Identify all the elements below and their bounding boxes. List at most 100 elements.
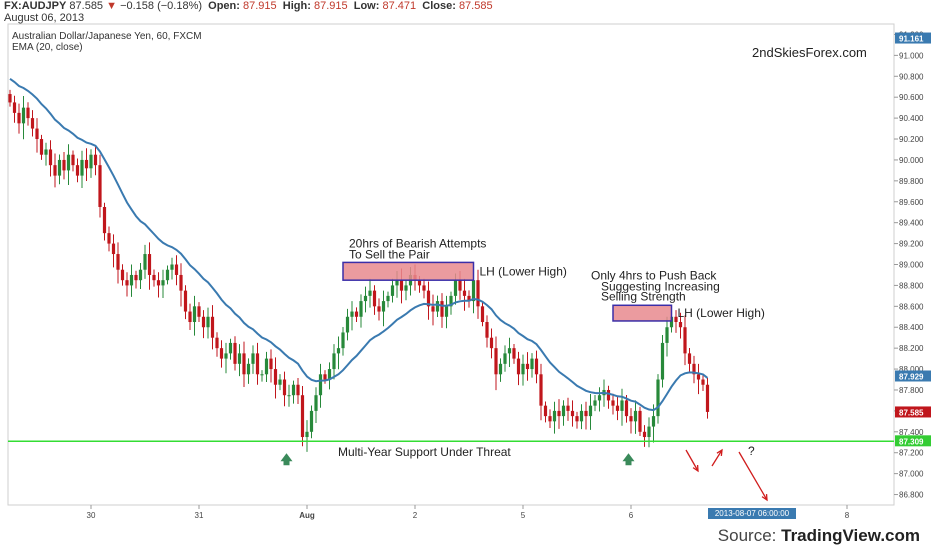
candle-up — [21, 107, 26, 124]
annotation-line: 20hrs of Bearish Attempts — [349, 236, 486, 250]
candle-up — [368, 290, 372, 296]
candle-up — [314, 395, 318, 411]
close-label: Close: — [422, 0, 456, 12]
x-tick-label: 8 — [845, 511, 850, 520]
annotation-line: Selling Strength — [601, 289, 686, 303]
ema-legend[interactable]: EMA (20, close) — [12, 42, 83, 53]
candle-down — [525, 363, 530, 370]
candle-down — [273, 369, 278, 385]
candle-up — [327, 369, 332, 380]
tradingview-logo[interactable]: TradingView.com — [781, 526, 920, 545]
x-tick-label: 30 — [87, 511, 96, 520]
candle-up — [521, 363, 525, 375]
y-tick-label: 88.000 — [899, 365, 924, 374]
high-value: 87.915 — [313, 0, 348, 12]
candle-down — [494, 348, 498, 375]
candle-down — [71, 154, 75, 166]
candle-up — [561, 405, 566, 417]
high-label: High: — [282, 0, 311, 12]
y-tick-label: 87.200 — [899, 449, 924, 458]
projection-arrow — [738, 451, 768, 501]
candle-down — [543, 405, 548, 417]
candle-up — [350, 311, 354, 317]
candle-down — [12, 102, 17, 113]
candle-up — [44, 149, 48, 155]
lower-high-zone — [342, 261, 475, 281]
candle-up — [278, 379, 282, 385]
y-tick-label: 88.200 — [899, 344, 924, 353]
low-label: Low: — [353, 0, 380, 12]
projection-arrow — [711, 449, 723, 467]
candle-down — [692, 363, 696, 375]
candle-down — [705, 384, 710, 412]
price-label: 87.929 — [899, 372, 924, 381]
y-tick-label: 87.800 — [899, 386, 924, 395]
candle-up — [449, 295, 453, 307]
price-label-box — [895, 32, 931, 44]
up-arrow-icon — [280, 453, 293, 466]
candle-down — [615, 405, 620, 411]
y-tick-label: 86.800 — [899, 491, 924, 500]
candle-down — [269, 358, 273, 370]
candle-down — [255, 353, 260, 375]
candle-down — [147, 254, 152, 275]
support-label: Multi-Year Support Under Threat — [338, 445, 511, 459]
candle-up — [341, 332, 345, 349]
candle-up — [633, 410, 638, 422]
y-tick-label: 90.000 — [899, 156, 924, 165]
candle-up — [264, 358, 269, 375]
candle-down — [458, 280, 462, 291]
candle-down — [674, 316, 678, 323]
y-tick-label: 89.200 — [899, 240, 924, 249]
arrowhead-icon — [716, 448, 723, 457]
candle-down — [17, 112, 21, 124]
x-tick-label: Aug — [299, 511, 315, 520]
candle-down — [215, 337, 219, 349]
candle-down — [480, 306, 485, 323]
chart-title: Australian Dollar/Japanese Yen, 60, FXCM — [12, 31, 202, 42]
candle-down — [93, 154, 98, 166]
y-tick-label: 90.600 — [899, 93, 924, 102]
candle-down — [62, 159, 66, 171]
candle-down — [53, 165, 57, 176]
candle-down — [201, 316, 206, 328]
y-tick-label: 87.000 — [899, 470, 924, 479]
candle-down — [30, 118, 35, 129]
candle-up — [404, 285, 408, 291]
candle-down — [687, 353, 692, 364]
candle-up — [669, 316, 674, 328]
y-tick-label: 89.600 — [899, 198, 924, 207]
symbol: FX:AUDJPY — [4, 0, 67, 12]
candle-up — [530, 358, 534, 370]
candle-down — [98, 165, 102, 207]
annotation-line: Suggesting Increasing — [601, 279, 720, 293]
chart-date: August 06, 2013 — [4, 12, 85, 24]
candle-down — [219, 348, 224, 359]
annotation-line: Only 4hrs to Push Back — [591, 268, 717, 282]
candle-down — [678, 322, 683, 328]
candle-up — [161, 280, 165, 286]
candle-up — [138, 269, 143, 281]
question-mark: ? — [748, 444, 755, 458]
candle-up — [336, 348, 341, 354]
candle-down — [39, 139, 44, 155]
candle-down — [570, 410, 575, 417]
source-prefix: Source: — [717, 526, 777, 545]
candle-down — [116, 254, 120, 270]
candle-down — [183, 290, 188, 312]
lower-high-label: LH (Lower High) — [678, 306, 765, 320]
candle-up — [507, 348, 512, 354]
candle-down — [516, 358, 521, 375]
candle-down — [107, 233, 111, 244]
candle-down — [485, 322, 489, 338]
candle-down — [512, 348, 516, 359]
candle-down — [566, 405, 570, 411]
y-tick-label: 90.200 — [899, 135, 924, 144]
candle-up — [165, 269, 170, 281]
arrowhead-icon — [761, 493, 768, 502]
candle-up — [579, 410, 584, 422]
candle-up — [251, 353, 255, 364]
candle-up — [246, 363, 251, 375]
price-change: −0.158 (−0.18%) — [120, 0, 203, 12]
